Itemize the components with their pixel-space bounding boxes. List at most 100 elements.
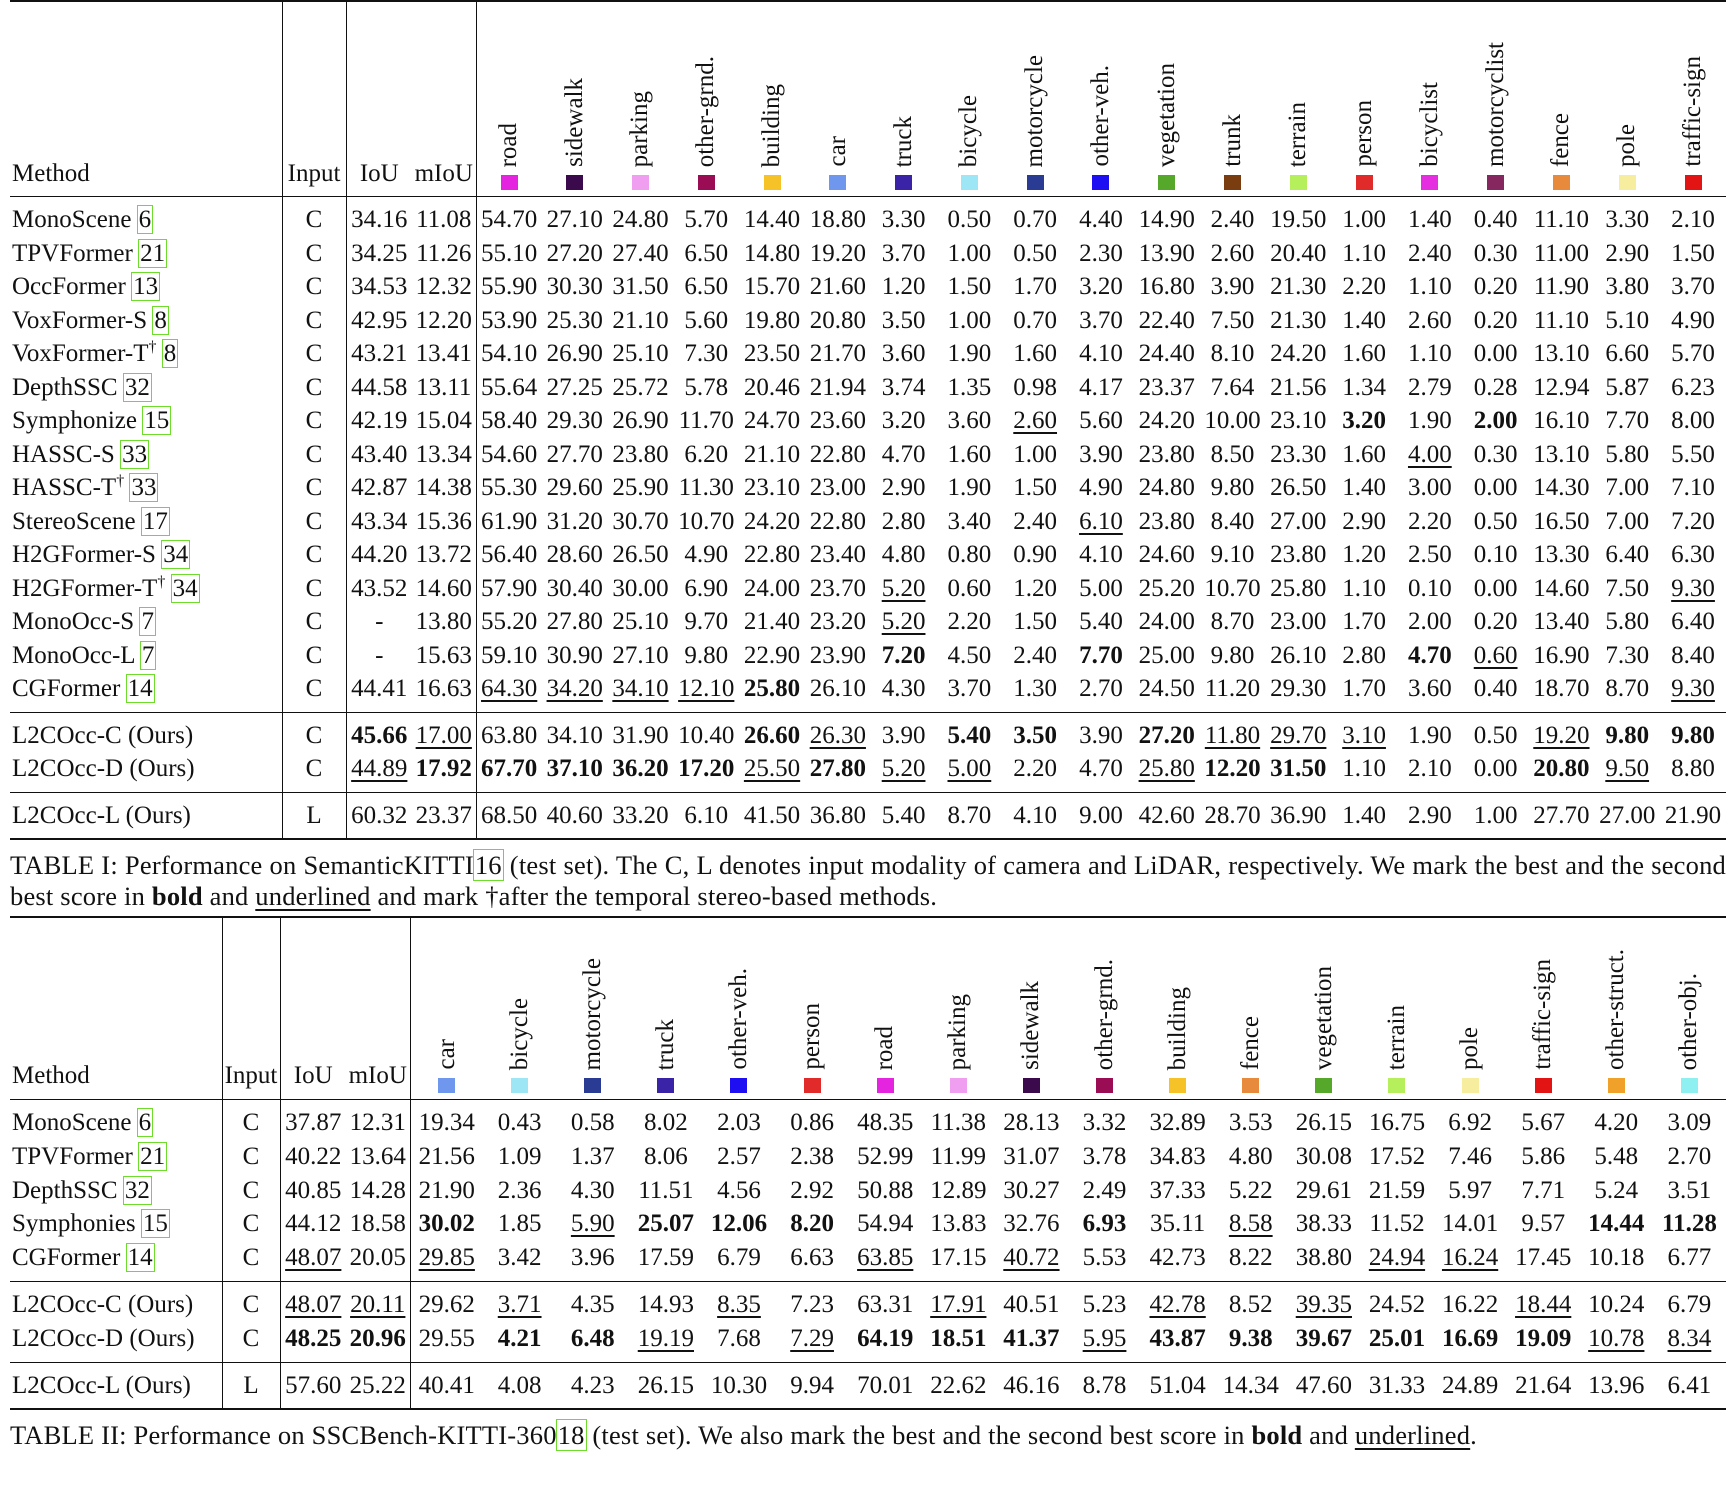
score-value: 5.20 xyxy=(881,755,926,782)
score-value: 0.80 xyxy=(947,541,992,568)
class-score-cell: 2.40 xyxy=(1002,639,1068,673)
score-value: 34.10 xyxy=(546,721,603,749)
class-score-cell: 14.80 xyxy=(739,237,805,271)
class-header-cell: traffic-sign xyxy=(1662,2,1724,190)
class-score-cell: 1.60 xyxy=(1002,337,1068,371)
citation-link[interactable]: 16 xyxy=(472,849,504,881)
score-value: 3.20 xyxy=(1079,273,1123,300)
iou-value: 44.12 xyxy=(285,1210,342,1238)
class-score-cell: 10.78 xyxy=(1580,1322,1653,1362)
class-color-swatch xyxy=(500,175,518,190)
score-value: 64.19 xyxy=(857,1324,914,1352)
class-name-label: traffic-sign xyxy=(1679,56,1707,167)
input-cell: C xyxy=(281,196,347,237)
class-score-cell: 27.25 xyxy=(542,371,608,405)
citation-link[interactable]: 15 xyxy=(142,406,172,435)
class-score-cell: 2.60 xyxy=(1200,237,1266,271)
class-score-cell: 8.80 xyxy=(1660,752,1726,792)
citation-link[interactable]: 17 xyxy=(140,506,170,536)
score-value: 27.10 xyxy=(546,206,603,233)
score-value: 2.49 xyxy=(1082,1176,1127,1204)
citation-link[interactable]: 14 xyxy=(125,1243,155,1273)
score-value: 24.94 xyxy=(1368,1244,1426,1272)
table-row: TPVFormer 21 C 34.25 11.26 55.10 27.20 27.40 6.… xyxy=(10,236,1726,271)
score-value: 1.10 xyxy=(1407,340,1452,367)
score-value: 0.30 xyxy=(1473,440,1518,468)
citation-link[interactable]: 13 xyxy=(131,272,161,301)
citation-link[interactable]: 15 xyxy=(140,1209,170,1239)
iou-cell: 34.25 xyxy=(345,236,413,270)
score-value: 23.10 xyxy=(743,474,801,501)
class-score-cell: 1.40 xyxy=(1331,791,1397,840)
class-score-cell: 27.20 xyxy=(542,237,608,271)
class-score-cell: 21.30 xyxy=(1265,304,1331,338)
table-row: CGFormer 14 C 44.41 16.63 64.30 34.20 34.10 12.… xyxy=(10,672,1726,712)
citation-link[interactable]: 18 xyxy=(555,1419,587,1452)
score-value: 7.70 xyxy=(1079,641,1123,669)
class-score-cell: 0.30 xyxy=(1463,438,1529,472)
citation-link[interactable]: 8 xyxy=(152,305,169,335)
class-score-cell: 25.00 xyxy=(1134,639,1200,673)
citation-link[interactable]: 33 xyxy=(120,439,150,469)
citation-link[interactable]: 7 xyxy=(139,640,157,670)
citation-link[interactable]: 6 xyxy=(136,205,154,234)
citation-link[interactable]: 6 xyxy=(136,1108,154,1137)
table-1: Method Input IoU mIoU road sidewalk parking oth… xyxy=(10,0,1726,840)
iou-value: 48.07 xyxy=(285,1290,342,1318)
class-score-cell: 4.90 xyxy=(673,538,739,572)
score-value: 5.22 xyxy=(1228,1176,1273,1204)
class-score-cell: 2.70 xyxy=(1653,1140,1726,1174)
score-value: 1.70 xyxy=(1342,675,1386,702)
class-score-cell: 11.30 xyxy=(673,471,739,505)
class-header-cell: vegetation xyxy=(1136,2,1198,190)
method-name: Symphonize xyxy=(12,407,137,434)
citation-link[interactable]: 21 xyxy=(138,238,168,268)
score-value: 7.68 xyxy=(717,1324,761,1352)
class-header-cell: other-grnd. xyxy=(1070,918,1139,1093)
score-value: 17.20 xyxy=(678,755,735,782)
miou-cell: 13.41 xyxy=(412,337,476,371)
class-score-cell: 12.10 xyxy=(673,672,739,712)
miou-cell: 12.20 xyxy=(412,304,476,338)
score-value: 3.78 xyxy=(1082,1142,1127,1170)
score-value: 31.90 xyxy=(612,721,669,749)
score-value: 37.10 xyxy=(546,755,603,782)
score-value: 47.60 xyxy=(1295,1371,1352,1399)
citation-link[interactable]: 7 xyxy=(139,607,156,636)
class-score-cell: 6.10 xyxy=(673,791,740,840)
input-cell: C xyxy=(281,571,347,605)
class-score-cell: 7.20 xyxy=(871,639,937,673)
score-value: 27.10 xyxy=(612,641,669,669)
citation-link[interactable]: 33 xyxy=(129,473,159,502)
class-score-cell: 1.90 xyxy=(1396,711,1463,752)
method-name: CGFormer xyxy=(12,1244,121,1272)
score-value: 5.70 xyxy=(1671,340,1715,367)
score-value: 10.00 xyxy=(1204,407,1261,434)
score-value: 3.32 xyxy=(1082,1109,1127,1136)
class-score-cell: 8.70 xyxy=(1200,605,1266,639)
class-score-cell: 42.73 xyxy=(1141,1241,1214,1281)
citation-link[interactable]: 32 xyxy=(122,1175,152,1205)
class-score-cell: 11.52 xyxy=(1360,1207,1433,1241)
citation-link[interactable]: 21 xyxy=(138,1141,168,1171)
score-value: 25.20 xyxy=(1138,574,1195,602)
citation-link[interactable]: 34 xyxy=(161,540,191,569)
score-value: 8.20 xyxy=(790,1210,834,1238)
class-score-cell: 22.40 xyxy=(1134,304,1200,338)
score-value: 2.40 xyxy=(1210,206,1255,233)
citation-link[interactable]: 14 xyxy=(125,674,155,703)
score-value: 9.80 xyxy=(1605,721,1650,749)
score-value: 2.60 xyxy=(1013,407,1058,434)
citation-link[interactable]: 32 xyxy=(122,372,152,402)
citation-link[interactable]: 34 xyxy=(170,573,200,603)
class-score-cell: 13.83 xyxy=(922,1207,995,1241)
class-score-cell: 30.00 xyxy=(608,572,674,606)
iou-cell: 40.85 xyxy=(279,1173,346,1208)
score-value: 7.64 xyxy=(1210,373,1255,401)
class-score-cell: 30.02 xyxy=(409,1207,484,1242)
iou-cell: 42.95 xyxy=(345,303,413,337)
score-value: 6.50 xyxy=(684,273,729,300)
score-value: 26.10 xyxy=(1270,641,1327,669)
class-score-cell: 56.40 xyxy=(475,538,542,572)
citation-link[interactable]: 8 xyxy=(161,339,179,368)
